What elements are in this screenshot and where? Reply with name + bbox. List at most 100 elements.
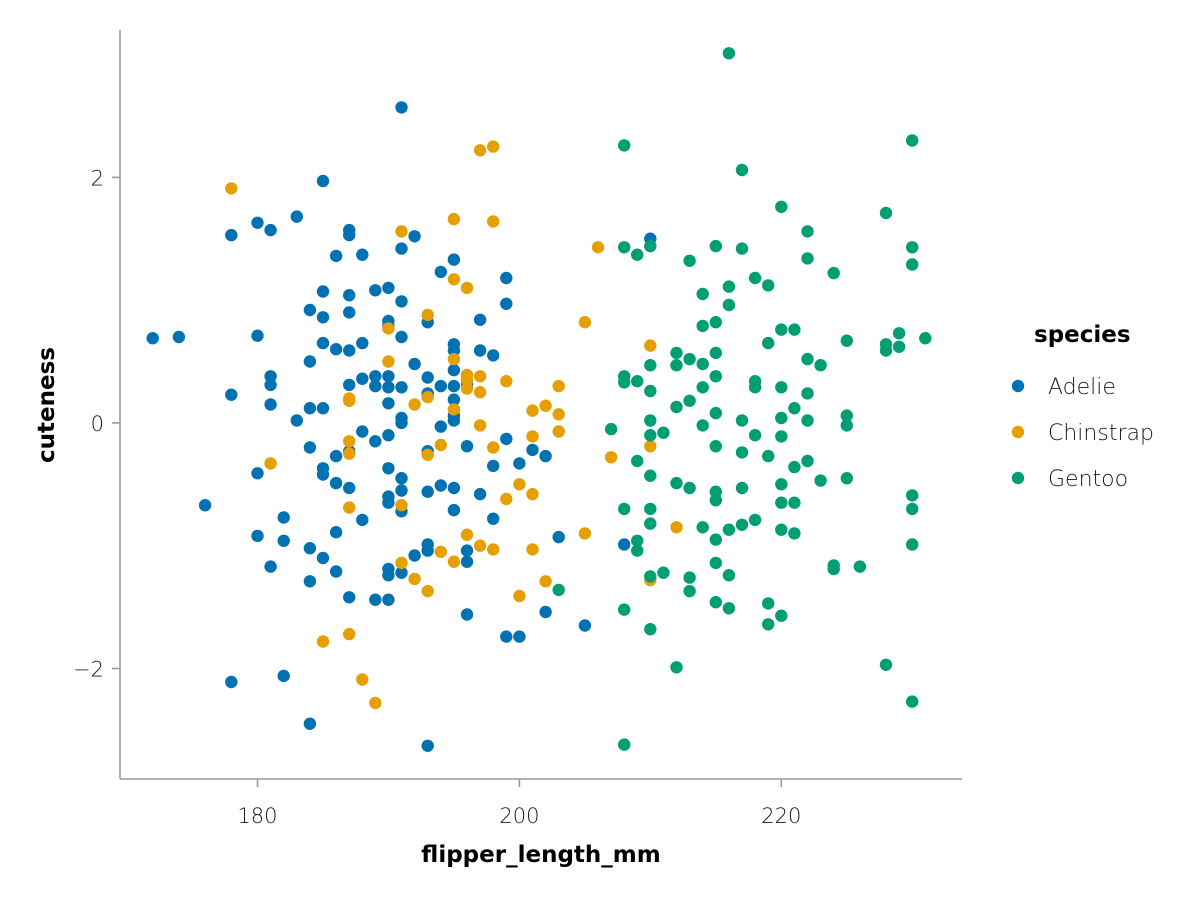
data-point [644, 339, 657, 352]
data-point [853, 560, 867, 573]
data-point [670, 521, 683, 534]
data-point [644, 469, 657, 482]
x-tick-label: 200 [499, 804, 539, 828]
data-point [303, 355, 317, 368]
data-point [814, 474, 827, 487]
data-point [382, 462, 395, 475]
data-point [618, 502, 631, 516]
data-point [146, 332, 159, 345]
data-point [552, 408, 565, 421]
data-point [395, 295, 408, 308]
data-point [434, 420, 447, 433]
data-point [487, 543, 500, 556]
data-point [709, 494, 722, 507]
data-point [382, 496, 395, 509]
series-chinstrap [225, 140, 683, 710]
data-point [631, 248, 644, 261]
data-point [473, 539, 487, 552]
data-point [644, 429, 657, 442]
data-point [316, 468, 330, 481]
data-point [251, 467, 264, 480]
series-adelie [146, 101, 657, 752]
x-tick-label: 220 [761, 804, 801, 828]
data-point [487, 215, 500, 228]
data-point [827, 266, 840, 280]
data-point [487, 459, 500, 473]
data-point [500, 492, 513, 506]
data-point [748, 429, 762, 442]
data-point [408, 398, 421, 411]
data-point [775, 609, 788, 622]
data-point [225, 182, 238, 195]
data-point [500, 375, 513, 388]
data-point [447, 253, 461, 266]
data-point [434, 379, 447, 393]
data-point [343, 228, 356, 242]
data-point [421, 448, 434, 461]
data-point [892, 327, 906, 340]
data-point [460, 281, 474, 295]
data-point [906, 695, 919, 708]
data-point [762, 336, 775, 350]
data-point [788, 323, 801, 336]
data-point [709, 556, 722, 570]
data-point [735, 446, 749, 459]
data-point [303, 441, 317, 454]
data-point [395, 484, 408, 497]
data-point [447, 481, 461, 495]
data-point [395, 381, 408, 394]
data-point [395, 101, 408, 114]
data-point [395, 556, 408, 570]
data-point [447, 555, 461, 568]
data-point [709, 485, 722, 498]
data-point [840, 334, 853, 347]
data-point [395, 330, 408, 344]
data-point [539, 399, 552, 412]
data-point [683, 571, 696, 584]
data-point [382, 355, 395, 368]
data-point [840, 419, 853, 432]
legend-item-gentoo: Gentoo [1011, 467, 1128, 492]
data-point [421, 371, 434, 384]
data-point [329, 565, 343, 578]
data-point [473, 487, 487, 501]
data-point [264, 398, 277, 411]
data-point [801, 387, 814, 400]
data-point [225, 675, 238, 689]
data-point [277, 511, 290, 524]
data-point [709, 239, 722, 253]
data-point [329, 449, 343, 463]
data-point [722, 523, 736, 536]
data-point [526, 443, 539, 457]
data-point [775, 411, 788, 425]
data-point [225, 228, 238, 242]
data-point [696, 521, 709, 534]
data-point [447, 363, 461, 377]
data-point [618, 376, 631, 389]
data-point [762, 618, 775, 631]
data-point [316, 285, 330, 298]
data-point [264, 370, 277, 383]
x-axis-title: flipper_length_mm [421, 842, 660, 868]
data-point [604, 422, 618, 436]
data-point [356, 513, 369, 527]
legend-marker [1011, 471, 1025, 485]
data-point [526, 487, 539, 501]
legend-label: Gentoo [1048, 467, 1128, 492]
data-point [748, 271, 762, 285]
data-point [369, 696, 382, 710]
data-point [775, 430, 788, 443]
data-point [421, 390, 434, 404]
data-point [172, 330, 186, 344]
data-point [473, 144, 487, 157]
data-point [906, 241, 919, 254]
data-point [316, 311, 330, 324]
data-point [788, 527, 801, 540]
legend-marker [1011, 379, 1025, 393]
data-point [879, 206, 893, 220]
data-point [657, 426, 670, 439]
data-point [892, 340, 906, 353]
data-point [775, 478, 788, 491]
data-point [487, 140, 500, 153]
data-point [460, 555, 474, 568]
